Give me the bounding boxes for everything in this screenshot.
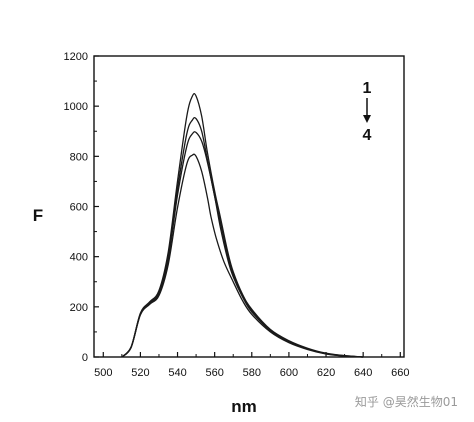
watermark: 知乎 @昊然生物01 [355, 394, 458, 409]
x-tick-label: 540 [168, 367, 186, 379]
x-tick-label: 580 [243, 367, 261, 379]
y-tick-label: 1000 [64, 101, 88, 113]
y-tick-label: 600 [70, 202, 88, 214]
x-axis-title: nm [231, 397, 257, 416]
y-axis-title: F [33, 206, 43, 225]
series-line-2 [121, 116, 364, 358]
series-line-1 [121, 92, 364, 358]
legend-bottom-label: 4 [363, 127, 372, 144]
x-tick-labels: 500 520 540 560 580 600 620 640 660 [94, 367, 409, 379]
legend: 1 4 [363, 80, 372, 144]
x-tick-label: 560 [205, 367, 223, 379]
y-tick-label: 0 [82, 352, 88, 364]
series-group [121, 92, 364, 358]
series-line-4 [121, 153, 364, 358]
y-tick-labels: 0 200 400 600 800 1000 1200 [64, 51, 88, 364]
y-tick-label: 1200 [64, 51, 88, 63]
x-tick-label: 600 [280, 367, 298, 379]
x-tick-label: 520 [131, 367, 149, 379]
series-line-3 [121, 131, 364, 358]
y-tick-label: 200 [70, 302, 88, 314]
y-tick-label: 800 [70, 151, 88, 163]
y-tick-label: 400 [70, 252, 88, 264]
x-tick-label: 660 [391, 367, 409, 379]
legend-arrow-head [363, 115, 371, 123]
axis-ticks [94, 55, 401, 358]
x-tick-label: 500 [94, 367, 112, 379]
x-tick-label: 620 [317, 367, 335, 379]
x-tick-label: 640 [354, 367, 372, 379]
legend-top-label: 1 [363, 80, 372, 97]
